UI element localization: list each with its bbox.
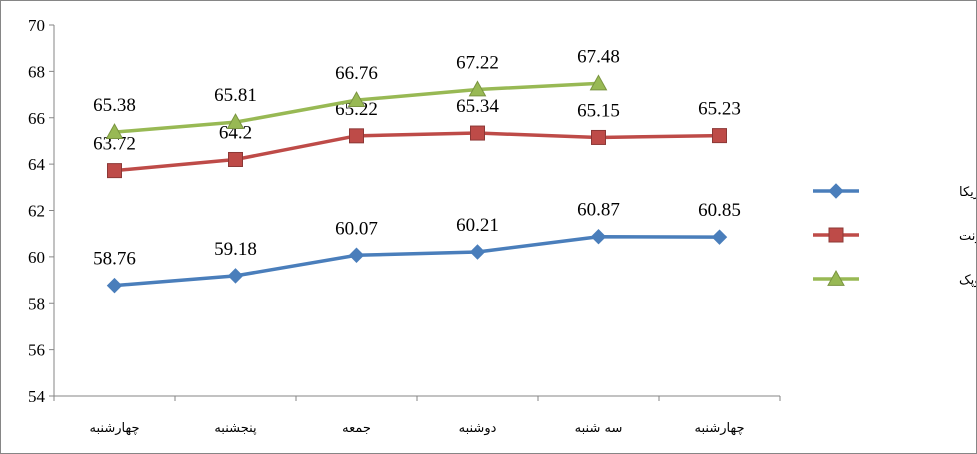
data-label-2: 65.22 [335,99,378,120]
series-line-1 [114,234,720,288]
data-label-3: 65.81 [214,85,257,106]
x-tick-label: جمعه [342,421,371,436]
data-point-3 [468,80,487,97]
x-tick-label: چهارشنبه [90,421,140,436]
data-point-2 [228,151,243,167]
data-point-1 [106,277,123,294]
x-tick-label: سه شنبه [575,421,623,436]
data-point-1 [469,244,486,260]
data-point-3 [347,91,366,108]
y-tick-label: 68 [28,62,45,81]
data-label-2: 65.34 [456,96,499,117]
data-label-2: 65.23 [698,99,741,120]
x-tick-label: دوشنبه [459,421,497,436]
y-tick-label: 56 [28,341,45,360]
data-label-1: 60.87 [577,200,620,221]
data-point-1 [227,268,244,284]
data-point-2 [470,125,485,141]
data-label-1: 58.76 [93,249,136,270]
data-label-1: 60.85 [698,200,741,221]
data-label-3: 66.76 [335,63,378,84]
data-label-3: 67.22 [456,52,499,73]
series-line-2 [114,131,720,173]
y-tick-label: 70 [28,16,45,35]
y-tick-label: 58 [28,294,45,313]
data-label-2: 65.15 [577,100,620,121]
legend-marker-1 [828,183,844,199]
y-tick-label: 66 [28,109,45,128]
data-point-1 [711,229,728,245]
data-label-1: 60.07 [335,218,378,239]
data-label-3: 67.48 [577,46,620,67]
data-label-1: 60.21 [456,215,499,236]
y-tick-label: 62 [28,202,45,221]
x-tick-label: چهارشنبه [695,421,745,436]
data-label-2: 64.2 [219,122,252,143]
data-point-2 [591,129,606,145]
legend-marker-3 [827,269,845,286]
x-tick-label: پنجشنبه [214,421,257,436]
legend-label-2: نفت برنت [959,229,976,244]
data-point-3 [589,74,608,91]
data-point-2 [107,163,122,179]
data-label-1: 59.18 [214,239,257,260]
data-point-3 [105,123,124,140]
data-label-3: 65.38 [93,95,136,116]
data-point-2 [349,128,364,144]
data-point-1 [590,228,607,245]
y-tick-label: 64 [28,155,46,174]
data-point-2 [712,128,727,144]
legend-marker-2 [828,227,844,243]
legend-label-1: نفت خام آمریکا [959,183,976,200]
data-point-1 [348,247,365,263]
y-tick-label: 60 [28,248,45,267]
y-tick-label: 54 [28,387,46,406]
legend-label-3: نفت اوپک [959,273,976,288]
data-point-3 [226,113,245,130]
data-label-2: 63.72 [93,134,136,155]
